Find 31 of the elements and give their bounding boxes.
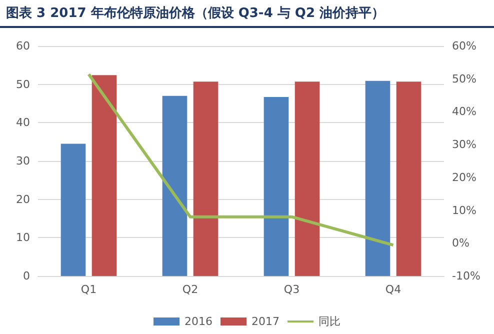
y-tick-label: 0 [23,270,30,282]
y-tick-label: 10 [16,231,30,244]
y-tick-label: 20 [16,192,30,206]
x-tick-label: Q2 [182,283,198,296]
y-tick-label: 30 [16,154,30,168]
bar [294,82,320,276]
x-tick-label: Q3 [284,283,300,296]
y-tick-label: 50 [16,78,30,91]
y-tick-label: 40 [16,116,30,130]
chart-title: 图表 3 2017 年布伦特原油价格（假设 Q3-4 与 Q2 油价持平） [0,0,494,28]
bar [365,80,390,276]
y2-tick-label: 20% [452,170,476,184]
legend-label: 同比 [318,315,340,328]
bar [193,82,218,276]
x-tick-label: Q1 [80,283,97,296]
y2-tick-label: 0% [452,236,470,250]
x-tick-label: Q4 [385,283,402,296]
bar [264,96,289,276]
bar [162,96,188,276]
y2-tick-label: 10% [452,204,476,217]
y2-tick-label: -10% [452,270,480,282]
y2-tick-label: 60% [452,40,476,52]
legend-label: 2017 [252,315,280,328]
bar [92,75,117,276]
y2-tick-label: 50% [452,72,476,86]
legend-label: 2016 [184,315,213,328]
y2-tick-label: 30% [452,138,476,152]
y-tick-label: 60 [16,40,30,52]
y2-tick-label: 40% [452,105,476,118]
bar [396,82,422,276]
bar [60,144,86,276]
